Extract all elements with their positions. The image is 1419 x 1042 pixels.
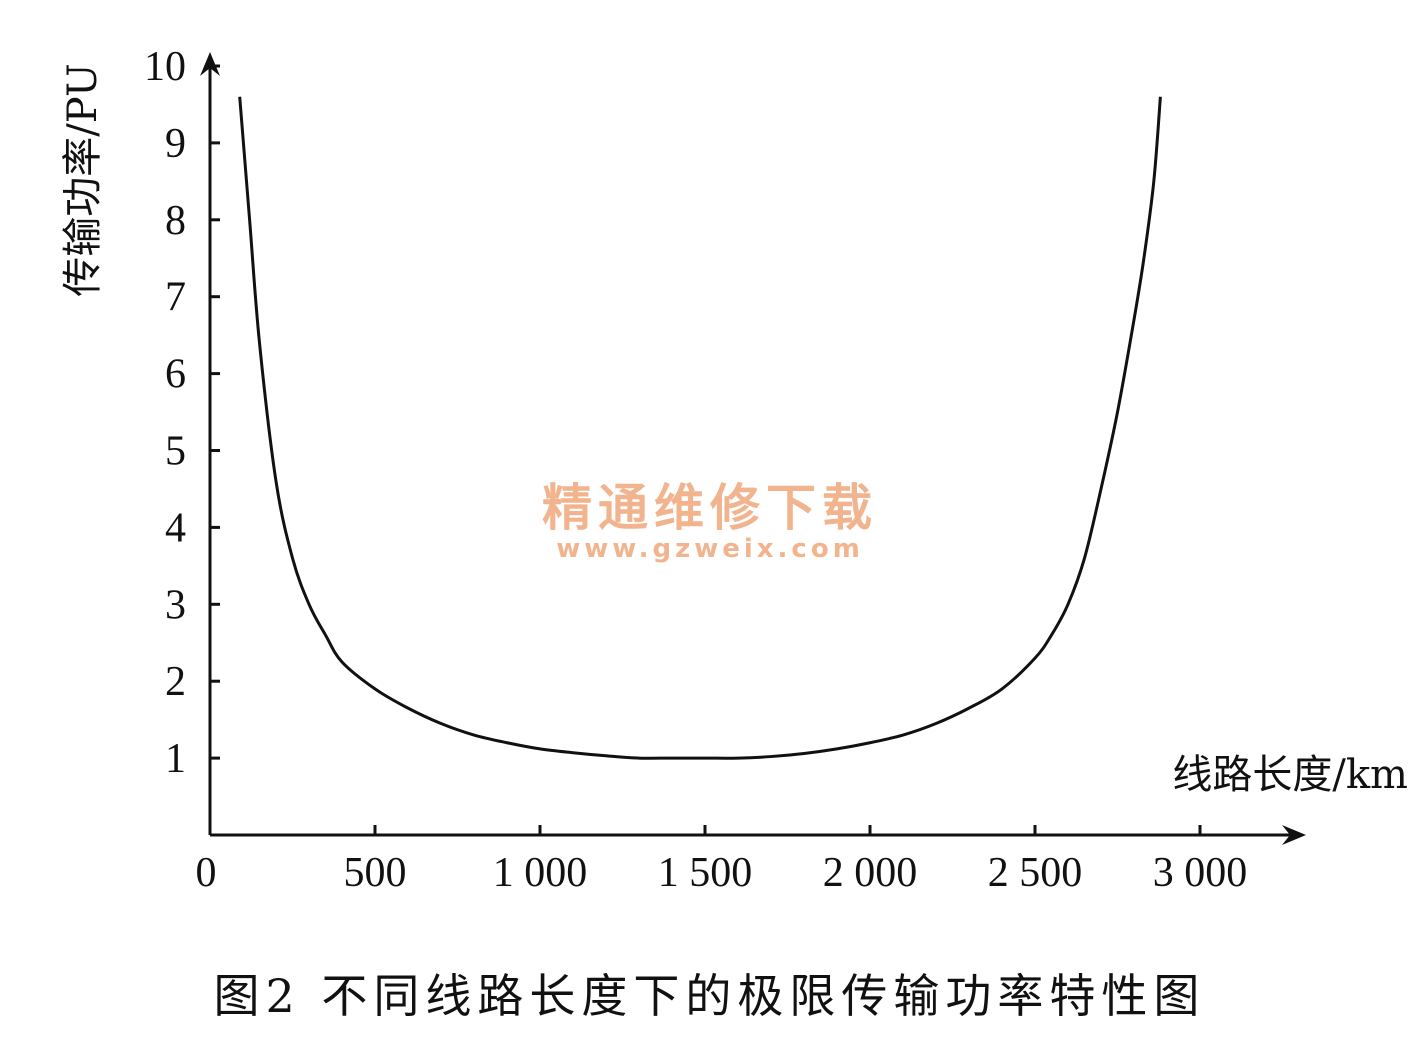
x-axis-title: 线路长度/km — [1172, 752, 1408, 798]
x-axis-arrow — [1282, 825, 1306, 845]
y-tick-label: 7 — [165, 275, 186, 321]
y-axis-arrow — [200, 52, 220, 76]
x-ticks: 0 500 1 000 1 500 2 000 2 500 3 000 — [196, 825, 1248, 896]
y-tick-label: 2 — [165, 659, 186, 705]
watermark-url: www.gzweix.com — [556, 534, 864, 564]
y-tick-label: 6 — [165, 352, 186, 398]
watermark-text: 精通维修下载 — [542, 479, 878, 537]
y-tick-label: 3 — [165, 582, 186, 628]
x-tick-label: 1 500 — [658, 850, 753, 896]
series-line — [238, 96, 1162, 760]
x-tick-label: 500 — [344, 850, 407, 896]
x-tick-label: 0 — [196, 850, 217, 896]
y-axis-title: 传输功率/PU — [60, 63, 106, 296]
x-tick-label: 2 000 — [823, 850, 918, 896]
y-ticks: 1 2 3 4 5 6 7 8 9 10 — [144, 44, 220, 782]
x-tick-label: 2 500 — [988, 850, 1083, 896]
y-tick-label: 8 — [165, 198, 186, 244]
y-tick-label: 10 — [144, 44, 186, 90]
y-tick-label: 1 — [165, 736, 186, 782]
x-tick-label: 1 000 — [493, 850, 588, 896]
y-tick-label: 9 — [165, 121, 186, 167]
x-tick-label: 3 000 — [1153, 850, 1248, 896]
y-tick-label: 4 — [165, 505, 186, 551]
figure-caption: 图2 不同线路长度下的极限传输功率特性图 — [213, 969, 1206, 1023]
axes — [200, 52, 1306, 845]
y-tick-label: 5 — [165, 429, 186, 475]
